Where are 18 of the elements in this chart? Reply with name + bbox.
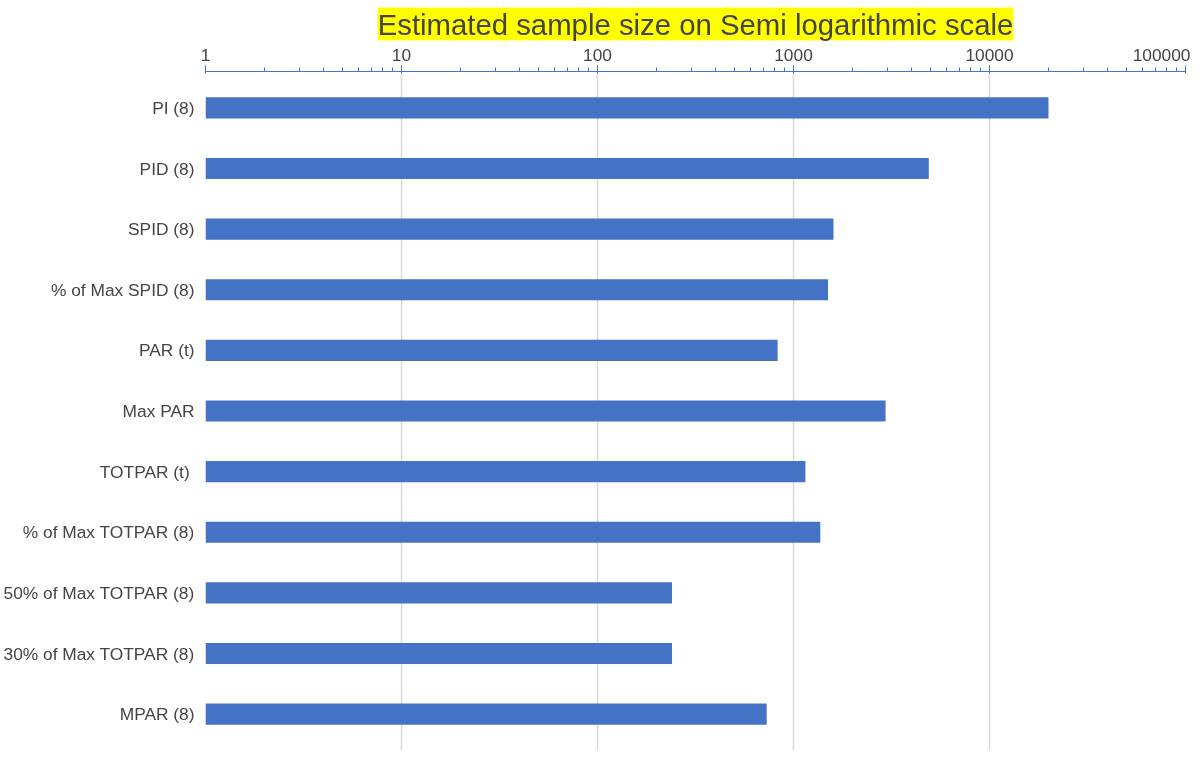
y-tick-label: PI (8) [152,97,195,118]
x-tick-label: 1 [200,44,211,65]
y-tick-label: PAR (t) [138,340,195,361]
y-tick-label: % of Max SPID (8) [51,279,195,300]
y-tick-label: 50% of Max TOTPAR (8) [3,582,195,603]
chart-title: Estimated sample size on Semi logarithmic scale [377,7,1014,41]
y-tick-label: SPID (8) [128,219,195,240]
y-tick-label: PID (8) [139,158,195,179]
y-tick-label: Max PAR [122,401,195,421]
y-tick-label: TOTPAR (t) [99,461,190,482]
x-tick-label: 10 [391,44,412,65]
x-tick-label: 1000 [774,44,813,65]
y-tick-label: % of Max TOTPAR (8) [22,522,195,543]
x-tick-label: 100000 [1132,44,1191,65]
y-tick-label: 30% of Max TOTPAR (8) [3,643,195,664]
y-tick-label: MPAR (8) [119,704,195,725]
x-tick-label: 10000 [965,44,1014,65]
x-tick-label: 100 [583,44,612,65]
